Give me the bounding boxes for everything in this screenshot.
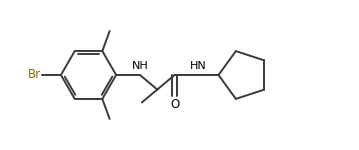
Text: Br: Br	[28, 69, 42, 81]
Text: HN: HN	[190, 61, 207, 71]
Text: NH: NH	[132, 61, 148, 71]
Text: O: O	[170, 98, 179, 111]
